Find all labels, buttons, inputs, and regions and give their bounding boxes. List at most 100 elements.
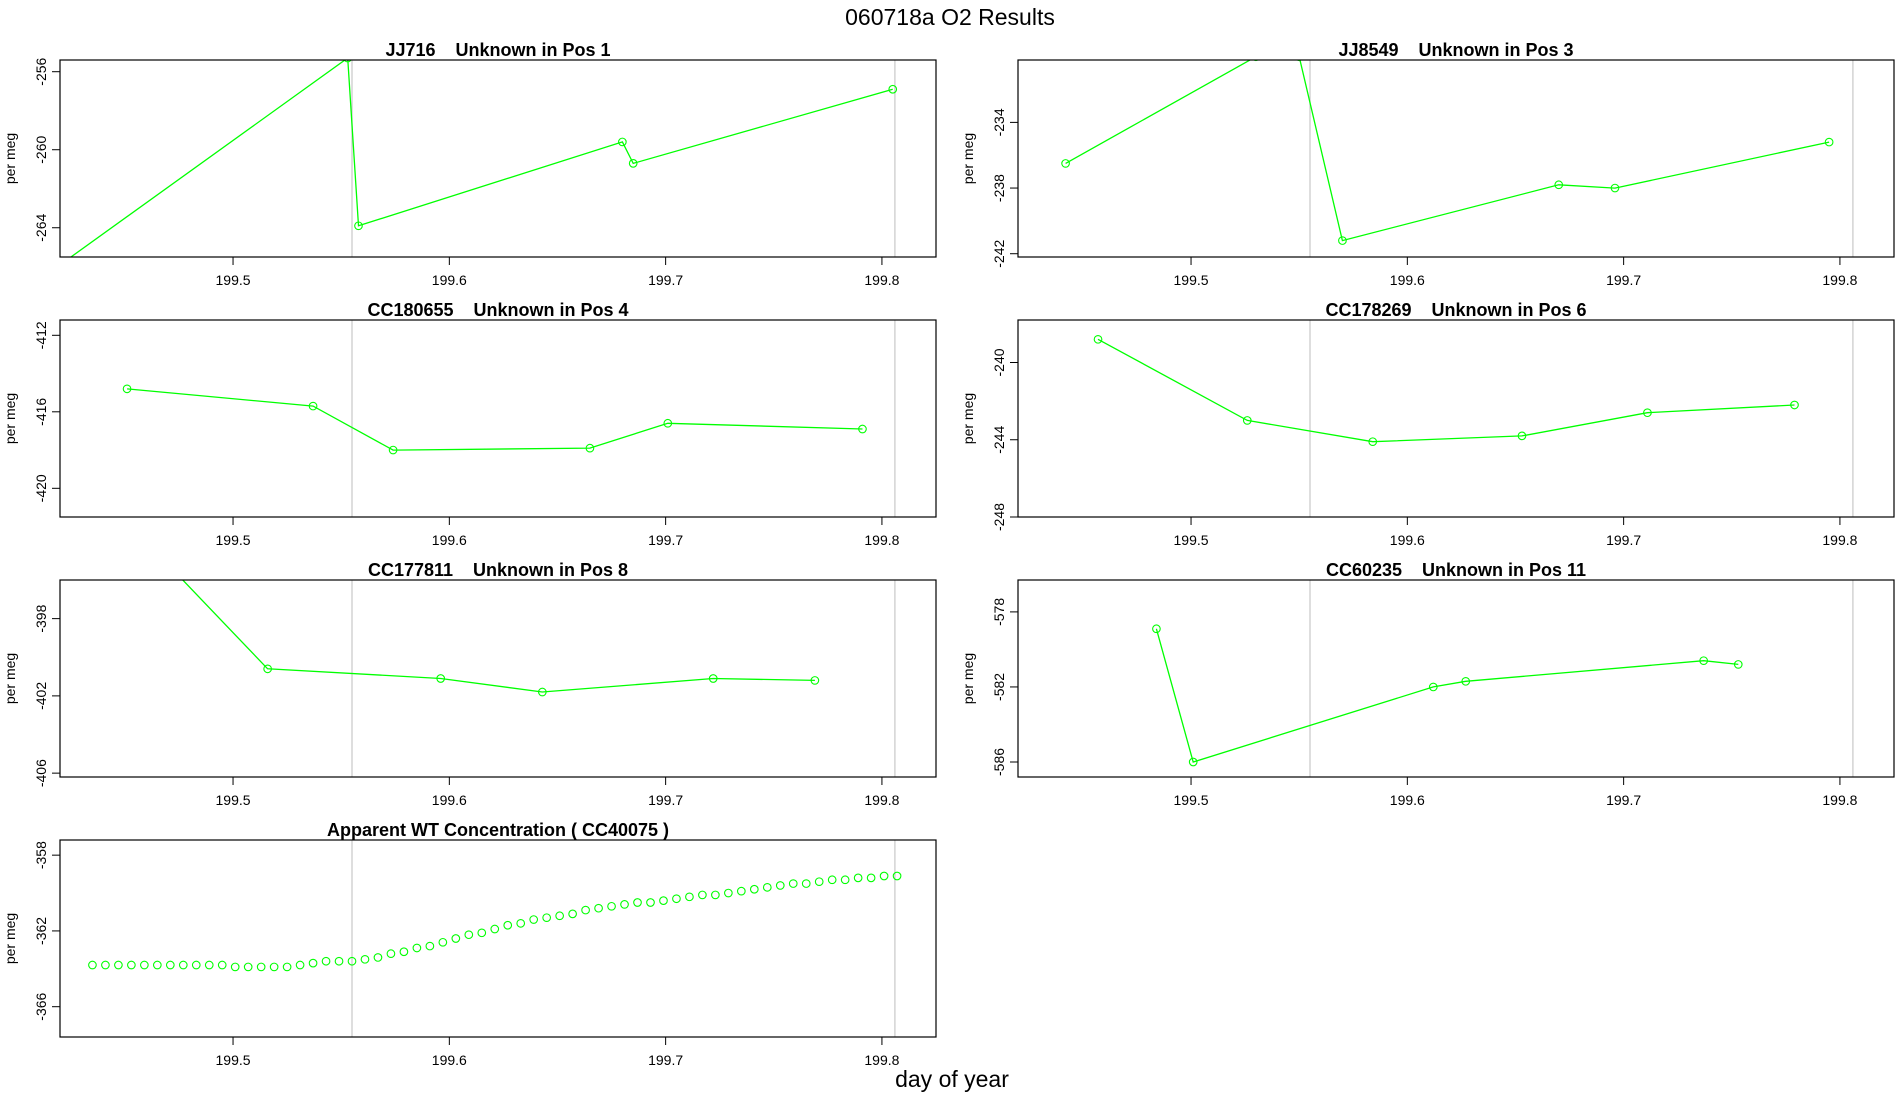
y-tick-label: -366 [33,992,49,1020]
x-tick-label: 199.6 [1390,272,1425,288]
panel-7: 199.5 199.6 199.7 199.8 -358 -362 -366 per meg A… [2,820,937,1068]
data-point [217,960,227,970]
data-point [282,962,292,972]
data-point [477,928,487,938]
x-tick-label: 199.6 [1390,532,1425,548]
x-tick-label: 199.7 [648,1052,683,1068]
data-point [542,913,552,923]
panel-title: JJ716 Unknown in Pos 1 [385,40,610,60]
data-point [620,900,629,909]
data-point [490,924,500,934]
y-tick-label: -412 [33,321,49,349]
y-tick-label: -264 [33,214,49,242]
data-point [503,920,513,930]
x-tick-label: 199.8 [864,1052,899,1068]
data-point [204,960,214,970]
y-axis-label: per meg [2,913,18,964]
data-point [343,60,352,63]
data-point [178,960,188,970]
data-point [191,960,201,970]
data-point [708,674,718,683]
data-point [438,937,448,947]
figure-xlabel: day of year [895,1066,1009,1092]
data-point [724,888,733,898]
y-tick-label: -406 [33,759,49,787]
plot-frame [59,839,937,1038]
data-point [1733,660,1743,669]
data-point [1610,183,1620,193]
panels: 199.5 199.6 199.7 199.8 -256 -260 -264 per meg J… [2,40,1895,1068]
panel-3: 199.5 199.6 199.7 199.8 -412 -416 -420 per meg C… [2,300,937,548]
y-tick-label: -256 [33,57,49,85]
series-line [1155,628,1739,763]
panel-5: 199.5 199.6 199.7 199.8 -398 -402 -406 per meg C… [2,560,937,808]
x-tick-label: 199.5 [1174,532,1209,548]
panel-title: CC178269 Unknown in Pos 6 [1325,300,1586,320]
plot-area [122,384,867,455]
data-point [581,905,590,915]
data-point [1242,416,1252,425]
data-point [736,886,746,896]
data-point [88,960,97,970]
y-tick-label: -242 [991,239,1007,267]
data-point [354,221,363,231]
x-tick-label: 199.7 [1606,792,1641,808]
data-point [140,960,149,970]
data-point [386,949,396,959]
data-point [1061,159,1070,168]
plot-frame [59,319,937,518]
data-point [1790,400,1799,410]
data-point [1253,60,1259,62]
data-point [618,137,627,147]
y-axis-label: per meg [2,393,18,444]
plot-area [1152,624,1743,767]
data-point [775,881,785,890]
data-point [672,894,681,904]
x-tick-label: 199.6 [432,532,467,548]
data-point [399,947,409,957]
panel-title: CC180655 Unknown in Pos 4 [367,300,628,320]
x-tick-label: 199.7 [648,792,683,808]
x-tick-label: 199.5 [216,272,251,288]
y-tick-label: -362 [33,917,49,945]
data-point [801,879,811,888]
series-line [1097,338,1795,443]
data-point [425,941,435,951]
y-tick-label: -420 [33,474,49,502]
data-point [879,871,889,881]
data-point [788,879,798,888]
data-point [295,960,305,970]
data-point [243,962,253,972]
x-tick-label: 199.6 [432,272,467,288]
panel-6: 199.5 199.6 199.7 199.8 -578 -582 -586 per meg C… [960,560,1895,808]
plot-frame [59,579,937,778]
x-tick-label: 199.6 [1390,792,1425,808]
x-tick-label: 199.5 [216,532,251,548]
x-tick-label: 199.7 [1606,272,1641,288]
y-axis-label: per meg [960,133,976,184]
series-line [127,388,863,451]
data-point [101,960,110,970]
data-point [165,960,175,970]
plot-frame [1017,319,1895,518]
data-point [749,884,759,894]
x-tick-label: 199.8 [864,272,899,288]
y-tick-label: -234 [991,108,1007,136]
x-tick-label: 199.5 [216,792,251,808]
data-point [659,896,668,905]
data-point [628,159,638,168]
data-point [347,956,357,966]
plot-frame [1017,59,1895,258]
data-point [436,674,446,683]
plot-area [88,871,902,972]
y-axis-label: per meg [2,133,18,184]
y-tick-label: -238 [991,174,1007,202]
data-point [127,960,136,970]
data-point [814,877,824,887]
series-line [181,580,815,693]
x-tick-label: 199.5 [1174,792,1209,808]
x-tick-label: 199.5 [216,1052,251,1068]
y-axis-label: per meg [960,393,976,444]
data-point [1824,137,1834,147]
